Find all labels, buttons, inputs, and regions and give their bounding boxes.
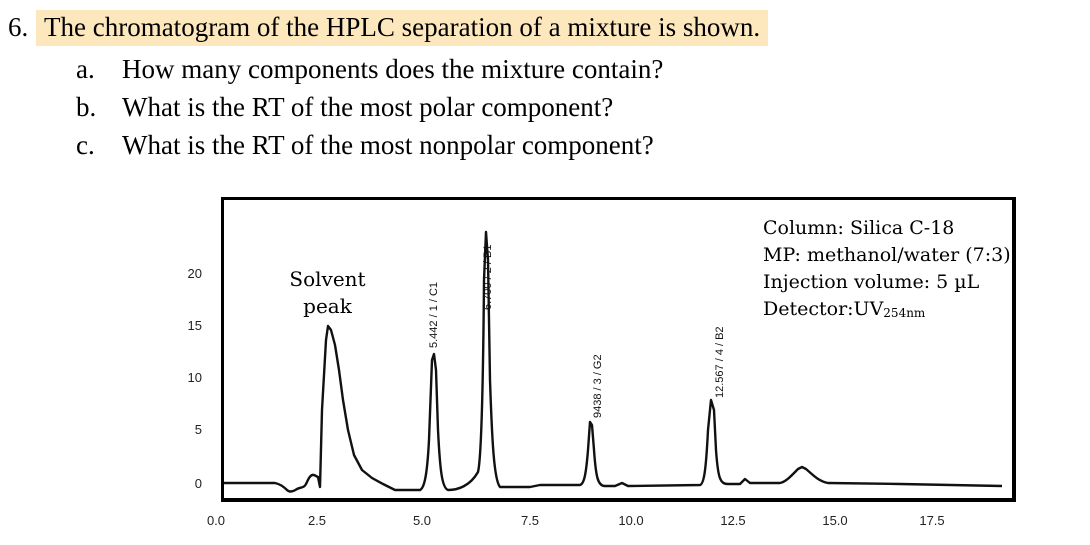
peak-label-b2: 12.567 / 4 / B2: [714, 326, 726, 398]
x-tick: 12.5: [720, 513, 746, 528]
y-tick: 20: [187, 266, 202, 281]
solvent-peak-annotation: Solvent peak: [280, 266, 375, 320]
x-tick: 7.5: [520, 513, 540, 528]
x-tick: 5.0: [412, 513, 432, 528]
part-label: a.: [76, 54, 95, 84]
solvent-label-line1: Solvent: [289, 267, 366, 291]
x-tick: 2.5: [307, 513, 327, 528]
question-part-b: b. What is the RT of the most polar compo…: [76, 90, 613, 124]
detector-wavelength: 254nm: [883, 306, 926, 320]
chromatogram-frame: [221, 197, 1016, 502]
question-text: The chromatogram of the HPLC separation …: [36, 10, 769, 46]
peak-label-c1: 5.442 / 1 / C1: [428, 281, 440, 348]
x-tick: 17.5: [919, 513, 945, 528]
y-tick: 10: [187, 370, 202, 385]
x-tick: 0.0: [206, 513, 226, 528]
x-tick: 10.0: [618, 513, 644, 528]
peak-label-b1: 6.700 / 2 / B1: [482, 244, 494, 310]
detector-label: Detector:UV: [763, 298, 884, 320]
detector-text: Detector:UV254nm: [763, 296, 1011, 325]
injection-text: Injection volume: 5 µL: [763, 271, 980, 293]
y-tick: 5: [194, 422, 202, 437]
question-title: 6. The chromatogram of the HPLC separatio…: [8, 8, 769, 46]
peak-label-g2: 9438 / 3 / G2: [592, 354, 604, 418]
y-tick: 15: [187, 318, 202, 333]
part-label: c.: [76, 130, 95, 160]
question-number: 6.: [8, 12, 29, 42]
question-part-a: a. How many components does the mixture c…: [76, 52, 663, 86]
part-text: How many components does the mixture con…: [122, 54, 664, 84]
mobile-phase-text: MP: methanol/water (7:3): [763, 244, 1011, 266]
conditions-box: Column: Silica C-18 MP: methanol/water (…: [763, 215, 1011, 325]
question-part-c: c. What is the RT of the most nonpolar co…: [76, 128, 654, 162]
part-text: What is the RT of the most nonpolar comp…: [122, 130, 654, 160]
solvent-label-line2: peak: [303, 294, 352, 318]
part-label: b.: [76, 92, 97, 122]
part-text: What is the RT of the most polar compone…: [122, 92, 614, 122]
y-tick: 0: [194, 476, 202, 491]
x-tick: 15.0: [822, 513, 848, 528]
column-text: Column: Silica C-18: [763, 217, 955, 239]
